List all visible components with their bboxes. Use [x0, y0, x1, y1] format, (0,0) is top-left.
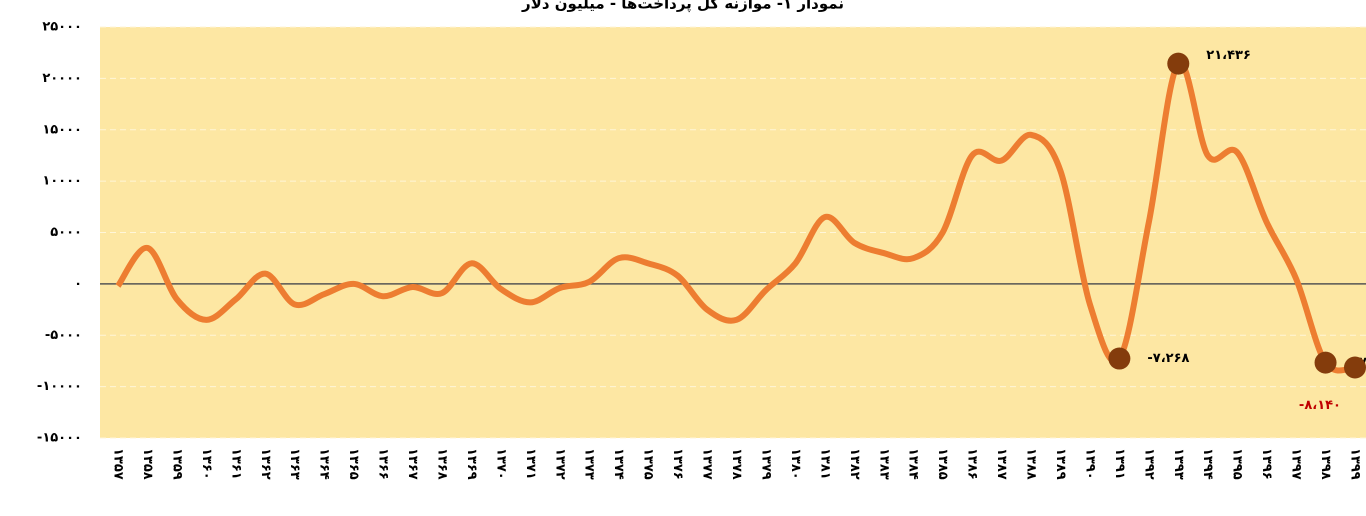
y-tick-label: -۵۰۰۰ — [45, 328, 82, 343]
x-tick-label: ۱۳۹۶ — [1259, 448, 1274, 480]
x-tick-label: ۱۳۷۶ — [670, 448, 685, 480]
y-tick-label: ۱۰۰۰۰ — [42, 174, 82, 189]
x-tick-label: ۱۳۷۸ — [729, 448, 744, 480]
x-tick-label: ۱۳۷۴ — [611, 448, 626, 480]
x-tick-label: ۱۳۶۸ — [434, 448, 449, 480]
x-tick-label: ۱۳۵۷ — [111, 448, 126, 480]
x-tick-label: ۱۳۸۰ — [788, 448, 803, 480]
x-tick-label: ۱۳۶۶ — [376, 448, 391, 480]
y-tick-label: ۵۰۰۰ — [50, 225, 82, 240]
x-tick-label: ۱۳۶۳ — [287, 448, 302, 480]
x-tick-label: ۱۳۸۱ — [817, 448, 832, 480]
x-tick-label: ۱۳۹۰ — [1082, 448, 1097, 480]
data-label: ۲۱،۴۳۶ — [1206, 48, 1251, 63]
x-tick-label: ۱۳۷۳ — [582, 448, 597, 480]
x-tick-label: ۱۳۵۹ — [169, 448, 184, 480]
point-marker — [1344, 356, 1366, 379]
x-tick-label: ۱۳۶۴ — [317, 448, 332, 480]
x-tick-label: ۱۳۷۷ — [700, 448, 715, 480]
x-tick-label: ۱۳۹۱ — [1112, 448, 1127, 480]
x-tick-label: ۱۳۹۹ — [1348, 448, 1363, 480]
x-tick-label: ۱۳۹۴ — [1200, 448, 1215, 480]
x-tick-label: ۱۳۷۹ — [758, 448, 773, 480]
data-label: -۸،۱۴۰ — [1299, 398, 1341, 413]
y-tick-label: ۰ — [74, 276, 82, 291]
x-tick-label: ۱۳۶۷ — [405, 448, 420, 480]
x-tick-label: ۱۳۹۷ — [1289, 448, 1304, 480]
y-tick-label: -۱۰۰۰۰ — [37, 379, 82, 394]
x-tick-label: ۱۳۹۸ — [1318, 448, 1333, 480]
x-tick-label: ۱۳۸۷ — [994, 448, 1009, 480]
x-tick-label: ۱۳۵۸ — [140, 448, 155, 480]
x-tick-label: ۱۳۸۸ — [1024, 448, 1039, 480]
x-tick-label: ۱۳۶۵ — [346, 448, 361, 480]
x-tick-label: ۱۳۹۲ — [1141, 448, 1156, 480]
x-tick-label: ۱۳۶۲ — [258, 448, 273, 480]
point-marker — [1314, 351, 1337, 374]
x-tick-label: ۱۳۶۹ — [464, 448, 479, 480]
x-tick-label: ۱۳۷۱ — [523, 448, 538, 480]
y-tick-label: ۱۵۰۰۰ — [42, 122, 82, 137]
x-tick-label: ۱۳۷۵ — [641, 448, 656, 480]
x-tick-label: ۱۳۷۲ — [552, 448, 567, 480]
point-marker — [1108, 347, 1131, 370]
x-tick-label: ۱۳۸۶ — [965, 448, 980, 480]
point-marker — [1167, 52, 1190, 75]
line-series — [115, 59, 1356, 374]
x-tick-label: ۱۳۸۹ — [1053, 448, 1068, 480]
x-tick-label: ۱۳۶۱ — [228, 448, 243, 480]
x-tick-label: ۱۳۸۴ — [906, 448, 921, 480]
x-tick-label: ۱۳۹۳ — [1171, 448, 1186, 480]
y-tick-label: -۱۵۰۰۰ — [37, 431, 82, 446]
data-label: -۷،۲۶۸ — [1147, 351, 1189, 366]
x-tick-label: ۱۳۸۵ — [935, 448, 950, 480]
y-tick-label: ۲۰۰۰۰ — [42, 71, 82, 86]
x-tick-label: ۱۳۷۰ — [493, 448, 508, 480]
x-tick-label: ۱۳۸۳ — [876, 448, 891, 480]
y-tick-label: ۲۵۰۰۰ — [42, 20, 82, 35]
x-tick-label: ۱۳۸۲ — [847, 448, 862, 480]
x-tick-label: ۱۳۶۰ — [199, 448, 214, 480]
x-tick-label: ۱۳۹۵ — [1230, 448, 1245, 480]
chart-title: نمودار ۱- موازنه کل پرداخت‌ها - میلیون د… — [521, 0, 844, 14]
